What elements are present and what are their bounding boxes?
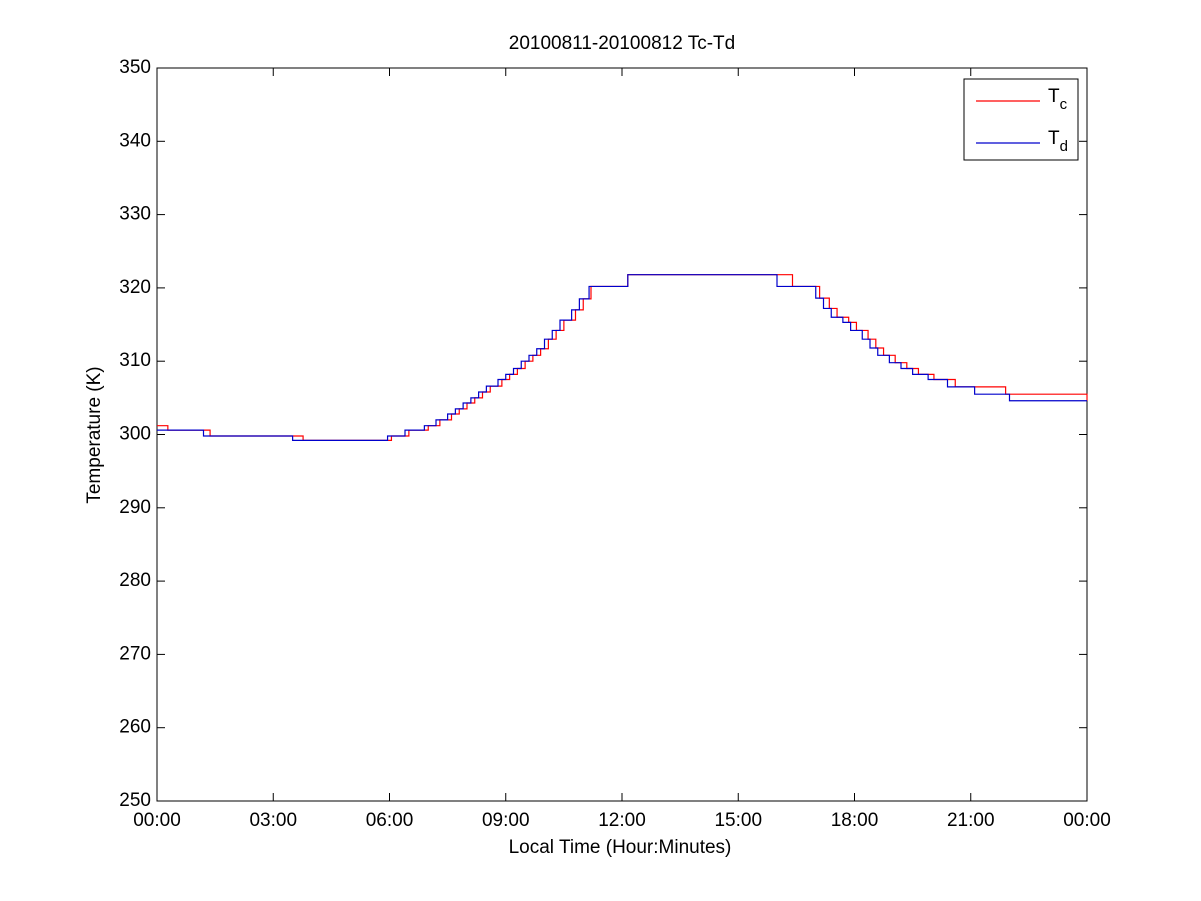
y-tick-label: 250	[119, 790, 151, 811]
legend-label: Tc	[1048, 86, 1068, 113]
y-tick-label: 290	[119, 497, 151, 518]
x-axis-label: Local Time (Hour:Minutes)	[509, 837, 732, 858]
x-tick-label: 00:00	[1063, 810, 1111, 831]
y-tick-label: 270	[119, 643, 151, 664]
legend-label: Td	[1048, 128, 1068, 155]
x-tick-label: 21:00	[947, 810, 995, 831]
y-tick-label: 350	[119, 57, 151, 78]
y-tick-label: 310	[119, 350, 151, 371]
line-series	[157, 274, 1087, 441]
x-tick-label: 06:00	[366, 810, 414, 831]
y-tick-label: 340	[119, 130, 151, 151]
x-tick-label: 15:00	[714, 810, 762, 831]
y-axis-label: Temperature (K)	[84, 366, 105, 503]
x-tick-label: 00:00	[133, 810, 181, 831]
x-tick-label: 03:00	[249, 810, 297, 831]
x-tick-label: 18:00	[831, 810, 879, 831]
y-tick-label: 330	[119, 204, 151, 225]
y-tick-label: 260	[119, 717, 151, 738]
chart-title: 20100811-20100812 Tc-Td	[509, 33, 735, 54]
x-tick-label: 12:00	[598, 810, 646, 831]
y-tick-label: 280	[119, 570, 151, 591]
legend-box	[963, 78, 1079, 161]
x-tick-label: 09:00	[482, 810, 530, 831]
y-tick-label: 320	[119, 277, 151, 298]
y-tick-label: 300	[119, 424, 151, 445]
